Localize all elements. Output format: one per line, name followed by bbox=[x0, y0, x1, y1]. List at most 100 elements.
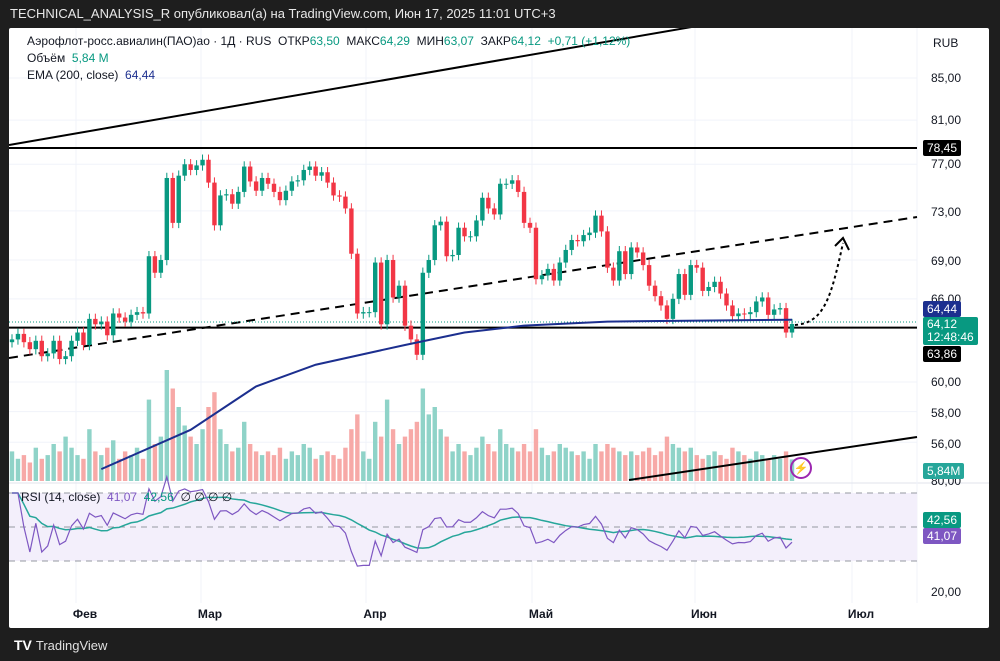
volume-bar bbox=[420, 388, 426, 481]
rsi-legend[interactable]: RSI (14, close) 41,07 42,56 ∅ ∅ ∅ ∅ bbox=[21, 490, 232, 504]
x-tick: Фев bbox=[72, 607, 98, 621]
volume-bar bbox=[325, 451, 330, 481]
close-value: 64,12 bbox=[510, 34, 541, 48]
volume-bar bbox=[765, 458, 771, 481]
volume-bar bbox=[230, 451, 235, 481]
candle-body bbox=[515, 180, 521, 192]
candle-body bbox=[367, 312, 372, 314]
candle-body bbox=[396, 285, 402, 298]
volume-bar bbox=[21, 455, 27, 481]
dashed-channel-line bbox=[9, 216, 918, 359]
candle-body bbox=[492, 208, 497, 215]
candle-body bbox=[688, 265, 693, 295]
volume-bar bbox=[498, 429, 503, 481]
close-label: ЗАКР bbox=[480, 34, 511, 48]
candle-body bbox=[587, 232, 592, 236]
volume-bar bbox=[170, 388, 175, 481]
volume-bar bbox=[682, 451, 688, 481]
candle-body bbox=[343, 196, 348, 209]
candle-body bbox=[212, 182, 217, 226]
open-value: 63,50 bbox=[309, 34, 340, 48]
volume-bar bbox=[111, 440, 116, 481]
volume-bar bbox=[140, 458, 146, 481]
candle-body bbox=[140, 312, 146, 314]
candle-body bbox=[390, 260, 396, 298]
volume-bar bbox=[236, 447, 241, 481]
candle-body bbox=[676, 274, 682, 299]
candle-body bbox=[111, 313, 116, 336]
rsi-label: RSI (14, close) bbox=[21, 490, 101, 504]
volume-bar bbox=[93, 451, 98, 481]
candle-body bbox=[146, 256, 152, 314]
candle-body bbox=[277, 191, 283, 201]
volume-bar bbox=[39, 458, 44, 481]
candle-body bbox=[652, 285, 658, 297]
candle-body bbox=[51, 340, 56, 354]
ema-value: 64,44 bbox=[125, 68, 156, 82]
volume-bar bbox=[247, 444, 253, 481]
candle-body bbox=[724, 293, 729, 306]
volume-bar bbox=[539, 447, 545, 481]
volume-bar bbox=[456, 444, 461, 481]
symbol-name[interactable]: Аэрофлот-росс.авиалин(ПАО)ао · 1Д · RUS bbox=[27, 34, 272, 48]
candle-body bbox=[15, 333, 21, 340]
candle-body bbox=[551, 268, 557, 281]
ema-200-line bbox=[100, 318, 793, 471]
candle-body bbox=[605, 231, 610, 268]
candle-body bbox=[378, 262, 384, 325]
volume-bar bbox=[277, 447, 283, 481]
currency-label[interactable]: RUB bbox=[933, 36, 959, 50]
volume-bar bbox=[87, 429, 92, 481]
volume-bar bbox=[373, 421, 378, 481]
ema-label: EMA (200, close) bbox=[27, 68, 119, 82]
volume-bar bbox=[611, 447, 616, 481]
volume-legend[interactable]: Объём 5,84 M bbox=[27, 51, 109, 65]
volume-bar bbox=[313, 458, 318, 481]
chart-canvas[interactable] bbox=[9, 28, 989, 628]
candle-body bbox=[545, 268, 551, 276]
candle-body bbox=[230, 194, 235, 204]
high-label: МАКС bbox=[346, 34, 380, 48]
trend-line-upper bbox=[9, 28, 692, 146]
volume-bar bbox=[783, 451, 789, 481]
brand-name: TradingView bbox=[35, 637, 108, 653]
candle-body bbox=[521, 191, 527, 223]
volume-bar bbox=[146, 399, 152, 481]
rsi-ma-value: 42,56 bbox=[143, 490, 174, 504]
volume-bar bbox=[748, 458, 753, 481]
volume-bar bbox=[545, 455, 551, 481]
volume-bar bbox=[503, 444, 509, 481]
candle-body bbox=[670, 298, 676, 319]
volume-bar bbox=[390, 429, 396, 481]
volume-bar bbox=[563, 447, 568, 481]
volume-bar bbox=[432, 407, 437, 481]
low-label: МИН bbox=[416, 34, 444, 48]
volume-bar bbox=[533, 429, 539, 481]
volume-bar bbox=[253, 451, 259, 481]
candle-body bbox=[200, 159, 205, 166]
volume-bar bbox=[581, 451, 586, 481]
open-label: ОТКР bbox=[278, 34, 310, 48]
volume-bar bbox=[295, 455, 301, 481]
candle-body bbox=[563, 249, 568, 263]
candle-body bbox=[75, 332, 80, 341]
volume-bar bbox=[492, 451, 497, 481]
candle-body bbox=[694, 265, 699, 268]
volume-bar bbox=[468, 455, 473, 481]
volume-bar bbox=[182, 425, 187, 481]
candle-body bbox=[271, 183, 277, 192]
price-tick: 85,00 bbox=[931, 71, 962, 85]
candle-body bbox=[658, 296, 664, 306]
volume-bar bbox=[629, 451, 634, 481]
candle-body bbox=[664, 305, 670, 319]
volume-bar bbox=[724, 458, 729, 481]
chart-panel[interactable]: Аэрофлот-росс.авиалин(ПАО)ао · 1Д · RUS … bbox=[9, 28, 989, 628]
volume-bar bbox=[575, 455, 580, 481]
x-tick: Апр bbox=[363, 607, 387, 621]
volume-bar bbox=[414, 421, 420, 481]
candle-body bbox=[81, 332, 86, 345]
volume-bar bbox=[694, 455, 699, 481]
lightning-icon[interactable]: ⚡ bbox=[790, 457, 812, 479]
ema-legend[interactable]: EMA (200, close) 64,44 bbox=[27, 68, 155, 82]
volume-bar bbox=[200, 429, 205, 481]
